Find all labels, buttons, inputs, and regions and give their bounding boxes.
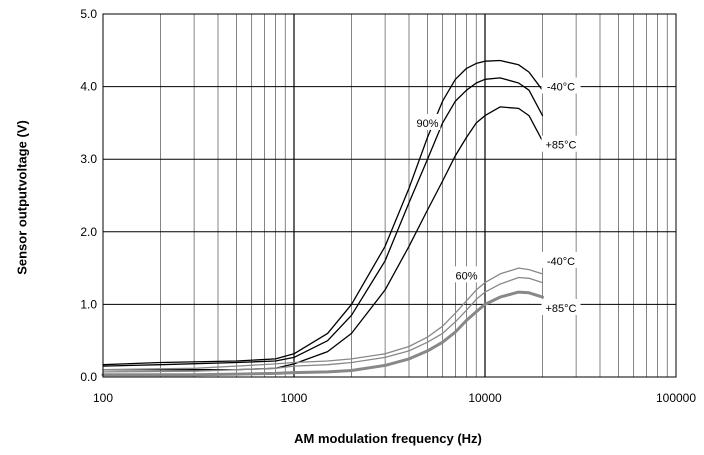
series-line-5 [102, 276, 544, 373]
y-tick-label: 5.0 [80, 7, 97, 21]
x-tick-label: 100 [93, 391, 113, 405]
annotation-background [453, 266, 480, 283]
annotation-background [414, 113, 441, 130]
series-line-2 [102, 77, 544, 367]
y-tick-label: 0.0 [80, 370, 97, 384]
annotation-label: 60% [455, 270, 477, 282]
annotation-background [541, 135, 581, 152]
series-line-4 [102, 267, 544, 371]
series-group [101, 59, 544, 377]
grid [103, 14, 676, 377]
y-tick-label: 4.0 [80, 80, 97, 94]
series-line-6 [101, 290, 544, 377]
annotations: 90% -40°C +85°C 60% -40°C +85°C [414, 77, 581, 316]
y-axis-label: Sensor outputvoltage (V) [14, 120, 30, 275]
y-tick-label: 2.0 [80, 225, 97, 239]
annotation-background [541, 77, 581, 94]
series-line-1 [102, 59, 544, 366]
y-tick-label: 3.0 [80, 152, 97, 166]
tick-labels: 0.0 1.0 2.0 3.0 4.0 5.0 100 1000 10000 100000 [80, 7, 696, 405]
annotation-label: -40°C [547, 82, 575, 94]
annotation-label: +85°C [545, 140, 576, 152]
annotation-label: +85°C [545, 303, 576, 315]
x-tick-label: 1000 [281, 391, 308, 405]
annotation-background [541, 251, 581, 268]
annotation-background [541, 299, 581, 316]
annotation-label: 90% [416, 118, 438, 130]
plot-frame [102, 13, 677, 378]
x-axis-label: AM modulation frequency (Hz) [294, 431, 482, 446]
x-tick-label: 100000 [656, 391, 696, 405]
annotation-label: -40°C [547, 256, 575, 268]
y-tick-label: 1.0 [80, 297, 97, 311]
x-tick-label: 10000 [468, 391, 502, 405]
